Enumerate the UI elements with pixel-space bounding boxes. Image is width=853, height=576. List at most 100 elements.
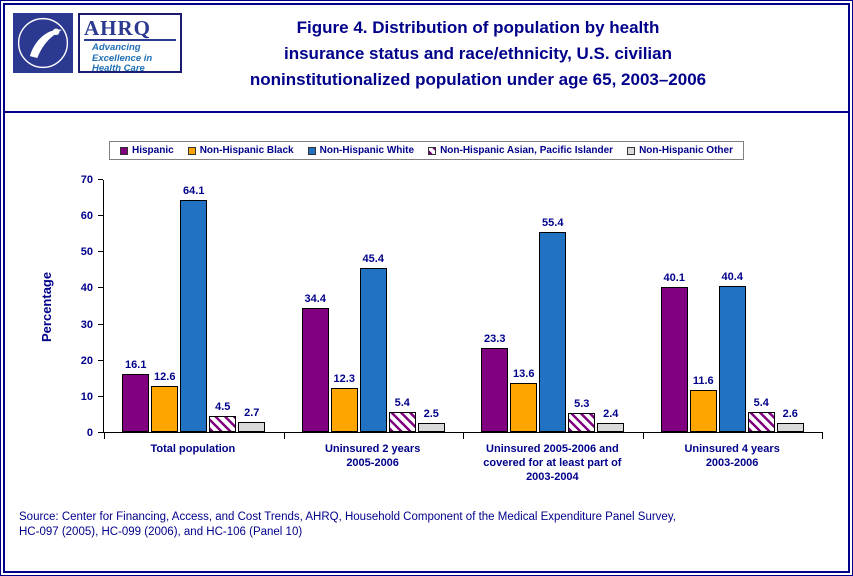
bar: 40.4 [718,271,746,432]
category-label: Total population [150,443,236,455]
y-tick-label: 10 [80,390,93,403]
bar: 45.4 [359,253,387,432]
legend-item: Non-Hispanic Other [627,145,733,156]
legend-label: Hispanic [132,145,174,156]
category-label: Uninsured 2 years 2005-2006 [324,443,421,469]
y-tick-mark [98,323,103,325]
x-tick-mark [642,432,644,439]
ahrq-logo: AHRQ Advancing Excellence in Health Care [78,13,182,74]
bar: 2.4 [597,408,625,432]
source-note: Source: Center for Financing, Access, an… [19,511,676,538]
bar: 2.7 [238,407,266,432]
legend-label: Non-Hispanic Asian, Pacific Islander [440,145,614,156]
bar-value-label: 13.6 [513,367,535,380]
y-tick-label: 20 [80,354,93,367]
legend-item: Non-Hispanic Asian, Pacific Islander [428,145,613,156]
bar-value-label: 23.3 [484,332,506,345]
bar-value-label: 2.6 [782,407,798,420]
bar-value-label: 16.1 [125,358,147,371]
bar-value-label: 40.1 [663,272,685,285]
bar: 23.3 [481,333,509,432]
logo-group: AHRQ Advancing Excellence in Health Care [13,13,188,74]
bar: 16.1 [122,359,150,432]
y-tick-mark [98,287,103,289]
plot-area: 16.1 12.6 64.1 4.5 2.7 34.4 12.3 45.4 5.4 2.5 23.3… [103,180,823,439]
hhs-logo-icon [13,13,73,73]
y-tick-mark [98,215,103,217]
bar: 13.6 [510,368,538,432]
legend-item: Non-Hispanic Black [187,145,294,156]
bar: 12.3 [330,373,358,432]
bar-group: 23.3 13.6 55.4 5.3 2.4 [463,180,643,432]
axis-row: 0 10 20 30 40 50 60 70 16.1 12.6 64.1 4.5 2.7 34.4 12… [61,174,823,439]
y-tick-label: 0 [86,427,93,439]
y-tick-mark [98,179,103,180]
bar: 4.5 [209,401,237,432]
bar: 64.1 [180,185,208,432]
category-label: Uninsured 4 years 2003-2006 [684,443,780,469]
bar: 34.4 [301,293,329,432]
y-tick-mark [98,432,103,433]
legend-label: Non-Hispanic White [319,145,415,156]
bar: 12.6 [151,371,179,432]
legend-item: Non-Hispanic White [307,145,415,156]
bar-value-label: 34.4 [304,292,326,305]
x-tick-mark [104,432,105,439]
legend: Hispanic Non-Hispanic Black Non-Hispanic W… [109,141,744,160]
bar: 11.6 [689,375,717,432]
y-axis: 0 10 20 30 40 50 60 70 [61,174,103,439]
chart: Percentage 0 10 20 30 40 50 60 70 16.1 12.6 64.1 4… [39,174,823,484]
bar-group: 34.4 12.3 45.4 5.4 2.5 [284,180,464,432]
legend-swatch [627,146,636,155]
y-tick-label: 30 [80,318,93,331]
legend-swatch [428,146,437,155]
x-labels: Total population Uninsured 2 years 2005-2… [103,442,822,484]
bar-group: 16.1 12.6 64.1 4.5 2.7 [104,180,284,432]
bar-group: 40.1 11.6 40.4 5.4 2.6 [643,180,823,432]
legend-row: Hispanic Non-Hispanic Black Non-Hispanic W… [5,141,848,160]
bar-value-label: 2.4 [603,408,619,421]
bar: 5.4 [388,397,416,432]
y-tick-label: 50 [80,246,93,259]
y-tick-label: 40 [80,282,93,295]
bar: 5.4 [747,397,775,432]
bar-value-label: 5.3 [574,397,590,410]
y-tick-mark [98,359,103,361]
header: AHRQ Advancing Excellence in Health Care… [5,5,848,113]
bar-value-label: 12.6 [154,371,176,384]
bar-value-label: 40.4 [721,270,743,283]
bar-value-label: 64.1 [183,185,205,198]
bar: 55.4 [539,217,567,432]
legend-swatch [307,146,316,155]
bar-value-label: 55.4 [542,216,564,229]
figure-title: Figure 4. Distribution of population by … [249,18,707,89]
bar-value-label: 11.6 [692,375,714,388]
bar: 5.3 [568,398,596,432]
bar-value-label: 45.4 [362,252,384,265]
bar: 40.1 [660,272,688,432]
y-axis-title: Percentage [39,271,54,342]
bar-value-label: 4.5 [215,400,231,413]
y-tick-label: 70 [80,174,93,186]
legend-swatch [187,146,196,155]
y-tick-label: 60 [80,210,93,223]
x-tick-mark [463,432,464,439]
bar: 2.5 [417,408,445,432]
legend-label: Non-Hispanic Other [639,145,733,156]
x-tick-mark [283,432,285,439]
bar-value-label: 5.4 [394,397,410,410]
bar: 2.6 [776,408,804,432]
x-tick-mark [822,432,823,439]
bar-value-label: 12.3 [333,372,355,385]
bar-value-label: 2.7 [244,407,260,420]
ahrq-logo-tagline: Advancing Excellence in Health Care [92,42,153,74]
legend-label: Non-Hispanic Black [199,145,294,156]
bar-value-label: 2.5 [423,407,439,420]
legend-item: Hispanic [120,145,174,156]
bar-value-label: 5.4 [753,397,769,410]
y-tick-mark [98,395,103,397]
legend-swatch [120,146,128,155]
slide-frame: AHRQ Advancing Excellence in Health Care… [3,3,850,573]
ahrq-logo-name: AHRQ [84,17,176,41]
